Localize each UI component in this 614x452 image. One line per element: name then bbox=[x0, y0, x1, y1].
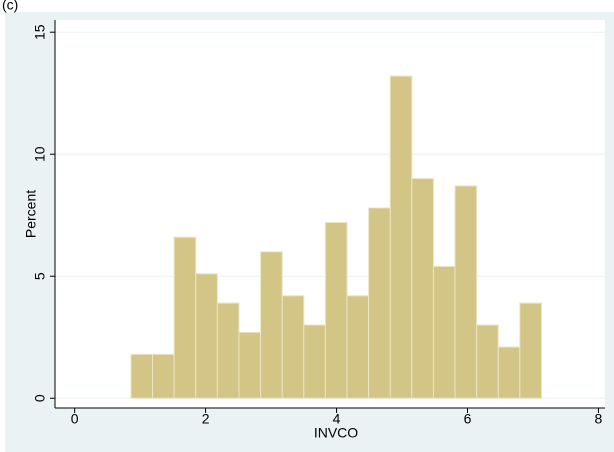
bar bbox=[432, 265, 456, 399]
bar bbox=[130, 353, 154, 399]
bar bbox=[346, 295, 370, 399]
bar bbox=[519, 302, 542, 399]
bar bbox=[238, 331, 262, 399]
y-tick-label: 5 bbox=[32, 272, 48, 280]
bar bbox=[476, 324, 499, 399]
bar bbox=[195, 273, 218, 399]
bar bbox=[454, 185, 478, 399]
x-axis-label: INVCO bbox=[314, 425, 358, 441]
bar bbox=[389, 75, 413, 399]
y-tick-label: 0 bbox=[32, 394, 48, 402]
x-tick-label: 2 bbox=[202, 411, 210, 427]
bar bbox=[260, 251, 283, 399]
bar bbox=[216, 302, 240, 399]
x-tick-label: 4 bbox=[333, 411, 341, 427]
panel-label: (c) bbox=[2, 0, 18, 13]
bar bbox=[152, 353, 175, 399]
y-axis-label: Percent bbox=[23, 190, 39, 238]
y-tick-label: 10 bbox=[32, 146, 48, 162]
bar bbox=[368, 207, 391, 399]
bar bbox=[324, 222, 348, 399]
y-tick-label: 15 bbox=[32, 24, 48, 40]
bar bbox=[303, 324, 326, 399]
bar bbox=[281, 295, 305, 399]
x-tick-label: 6 bbox=[464, 411, 472, 427]
bar bbox=[497, 346, 521, 399]
x-tick-label: 0 bbox=[71, 411, 79, 427]
bar bbox=[411, 178, 434, 399]
bar bbox=[173, 236, 197, 399]
x-tick-label: 8 bbox=[595, 411, 603, 427]
